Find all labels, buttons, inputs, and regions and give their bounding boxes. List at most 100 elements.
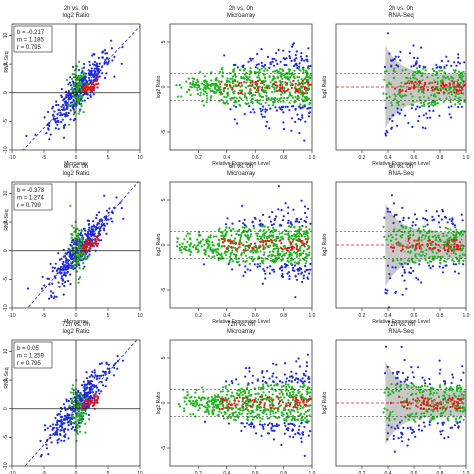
scatter-point-blue	[230, 380, 233, 383]
scatter-point-green	[199, 71, 202, 74]
scatter-point-green	[274, 406, 278, 410]
scatter-point-green	[424, 69, 427, 72]
scatter-point-grey	[452, 96, 455, 99]
scatter-point-green	[288, 94, 291, 97]
scatter-point-green	[278, 70, 281, 73]
scatter-point-green	[77, 261, 80, 264]
scatter-point-blue	[63, 108, 66, 111]
scatter-point-blue	[384, 288, 387, 291]
scatter-point-red	[233, 402, 236, 405]
scatter-point-red	[431, 240, 434, 243]
scatter-point-green	[272, 226, 275, 229]
scatter-point-red	[85, 246, 88, 249]
scatter-point-red	[279, 239, 282, 242]
scatter-point-green	[433, 234, 436, 237]
scatter-point-green	[403, 262, 406, 265]
scatter-point-green	[259, 237, 263, 240]
scatter-point-blue	[283, 422, 286, 425]
scatter-point-blue	[256, 263, 259, 266]
scatter-point-green	[186, 91, 189, 94]
scatter-point-blue	[64, 433, 67, 436]
scatter-point-blue	[451, 218, 454, 221]
scatter-point-red	[90, 90, 94, 93]
panel-title: 6h vs. 0h	[64, 164, 88, 170]
scatter-point-green	[258, 69, 261, 72]
scatter-point-green	[427, 97, 430, 100]
scatter-point-blue	[111, 220, 114, 223]
scatter-point-blue	[45, 132, 48, 135]
scatter-point-green	[302, 69, 305, 72]
scatter-point-blue	[392, 58, 395, 62]
scatter-point-green	[71, 387, 74, 390]
scatter-point-blue	[90, 67, 93, 70]
scatter-point-red	[266, 239, 269, 242]
scatter-point-grey	[401, 84, 404, 87]
scatter-point-green	[72, 95, 76, 98]
scatter-point-green	[441, 255, 444, 258]
scatter-point-blue	[303, 205, 307, 208]
scatter-point-blue	[88, 388, 91, 391]
scatter-point-blue	[289, 56, 292, 60]
scatter-point-green	[79, 74, 82, 77]
scatter-point-blue	[100, 218, 103, 221]
scatter-point-blue	[98, 220, 101, 223]
plot-frame	[335, 23, 467, 151]
scatter-point-green	[226, 77, 229, 80]
scatter-point-green	[237, 260, 240, 264]
grey-envelope	[385, 45, 466, 129]
scatter-point-green	[257, 386, 260, 389]
scatter-point-green	[287, 234, 290, 237]
scatter-point-blue	[295, 57, 298, 60]
scatter-point-blue	[92, 220, 95, 223]
scatter-point-blue	[106, 377, 109, 380]
scatter-point-green	[288, 70, 291, 73]
scatter-point-green	[68, 248, 71, 251]
scatter-point-red	[449, 245, 452, 249]
scatter-point-green	[218, 227, 221, 230]
scatter-point-green	[196, 92, 199, 95]
scatter-point-grey	[402, 242, 406, 245]
scatter-point-blue	[89, 95, 92, 98]
scatter-point-green	[81, 258, 84, 261]
scatter-point-blue	[283, 373, 286, 376]
scatter-point-red	[85, 248, 88, 251]
scatter-point-blue	[55, 431, 59, 434]
scatter-point-green	[267, 228, 271, 231]
scatter-point-grey	[450, 251, 454, 254]
scatter-point-blue	[411, 224, 414, 227]
scatter-point-blue	[301, 106, 304, 109]
scatter-point-blue	[69, 264, 72, 267]
scatter-point-green	[260, 103, 263, 106]
y-tick-label: -5	[161, 130, 167, 135]
scatter-point-green	[412, 82, 415, 85]
scatter-point-blue	[62, 103, 65, 106]
scatter-point-grey	[426, 94, 429, 97]
scatter-point-blue	[64, 257, 68, 260]
scatter-point-blue	[287, 271, 290, 274]
scatter-point-blue	[279, 380, 282, 383]
scatter-point-blue	[426, 116, 429, 119]
scatter-point-blue	[57, 103, 60, 107]
scatter-point-green	[276, 76, 279, 79]
scatter-point-green	[238, 411, 241, 414]
scatter-point-blue	[301, 114, 304, 117]
scatter-point-green	[424, 225, 427, 228]
scatter-point-blue	[264, 272, 267, 275]
scatter-point-blue	[91, 54, 94, 57]
scatter-point-green	[304, 262, 307, 265]
scatter-point-green	[423, 254, 426, 257]
scatter-point-green	[292, 73, 295, 76]
scatter-point-blue	[394, 290, 397, 293]
scatter-point-green	[255, 99, 258, 102]
scatter-point-red	[300, 239, 303, 242]
scatter-point-blue	[394, 55, 397, 58]
scatter-point-green	[450, 93, 453, 96]
scatter-point-green	[420, 254, 423, 257]
scatter-point-green	[263, 83, 266, 86]
scatter-point-blue	[283, 362, 287, 365]
scatter-point-green	[78, 99, 81, 102]
scatter-point-blue	[63, 406, 66, 409]
scatter-point-blue	[457, 61, 460, 64]
scatter-point-green	[289, 412, 292, 415]
scatter-point-green	[411, 95, 414, 98]
